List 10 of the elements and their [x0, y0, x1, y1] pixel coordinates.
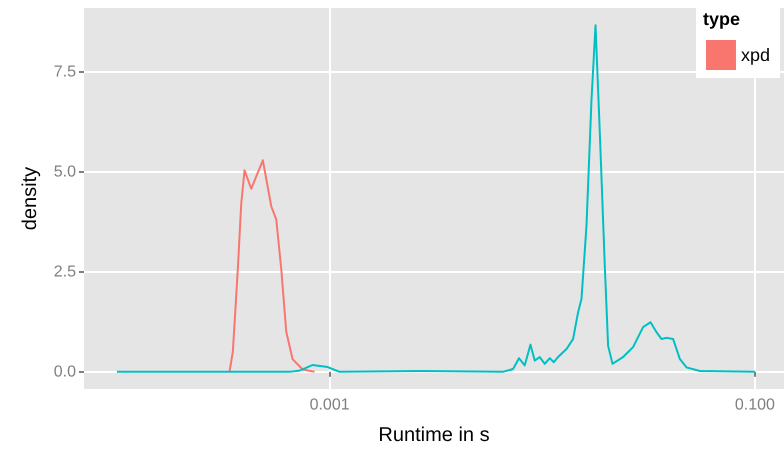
x-axis-title: Runtime in s — [378, 424, 490, 446]
y-tick-label: 5.0 — [54, 163, 76, 180]
y-tick-label: 0.0 — [54, 363, 76, 380]
y-tick-label: 7.5 — [54, 63, 76, 80]
legend-label: xpd — [740, 45, 770, 65]
x-tick-label: 0.100 — [734, 396, 776, 414]
y-tick-label: 2.5 — [54, 263, 76, 280]
x-tick-label: 0.001 — [310, 396, 350, 414]
y-axis-title: density — [19, 166, 41, 230]
legend-title: type — [702, 9, 740, 29]
